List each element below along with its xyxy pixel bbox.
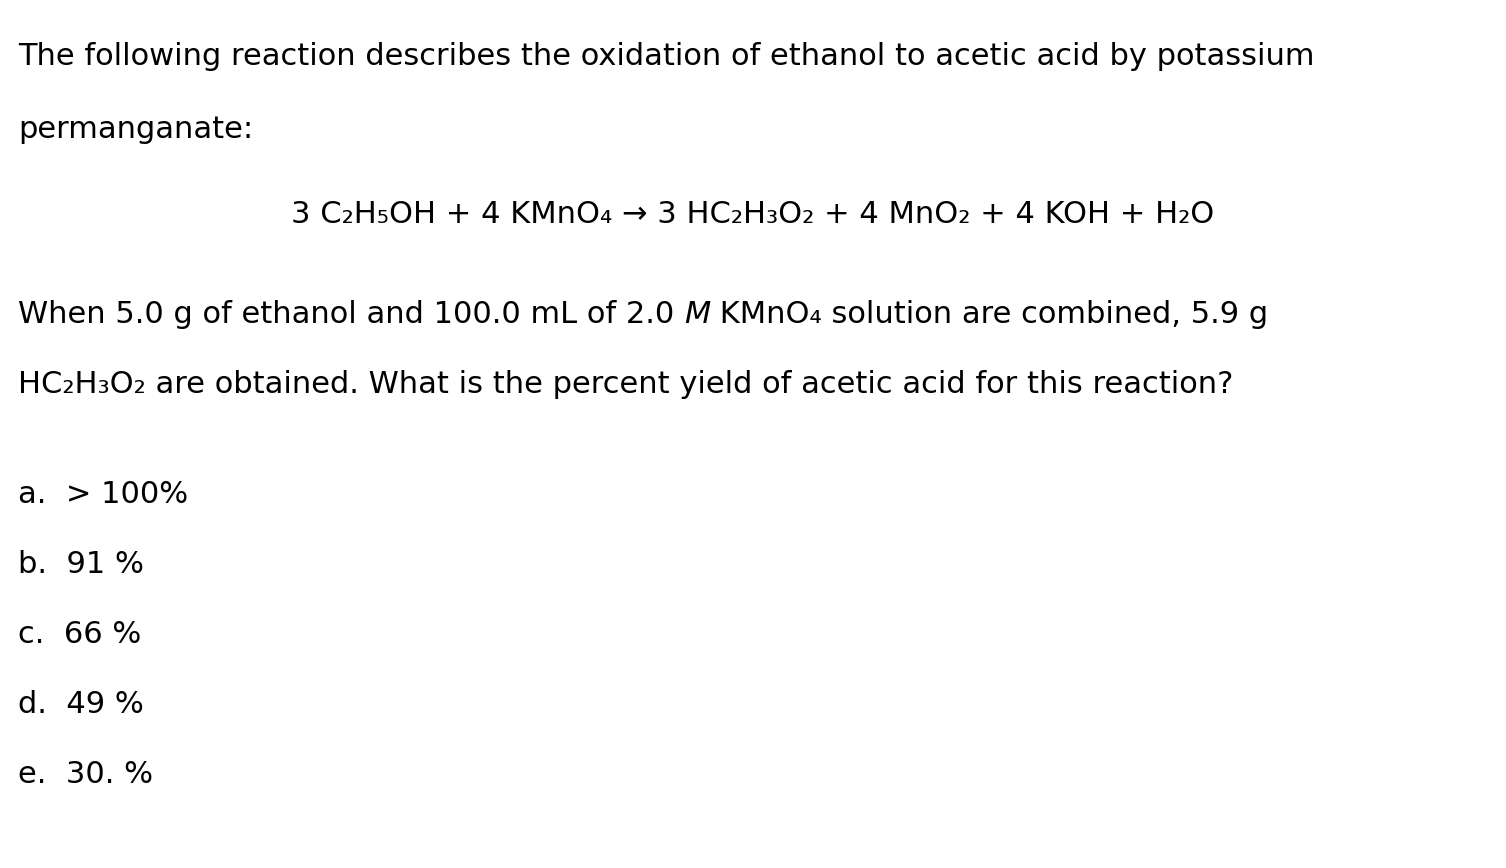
Text: M: M	[684, 300, 711, 329]
Text: 3 C₂H₅OH + 4 KMnO₄ → 3 HC₂H₃O₂ + 4 MnO₂ + 4 KOH + H₂O: 3 C₂H₅OH + 4 KMnO₄ → 3 HC₂H₃O₂ + 4 MnO₂ …	[291, 200, 1215, 229]
Text: The following reaction describes the oxidation of ethanol to acetic acid by pota: The following reaction describes the oxi…	[18, 42, 1315, 71]
Text: e.  30. %: e. 30. %	[18, 760, 154, 789]
Text: KMnO₄ solution are combined, 5.9 g: KMnO₄ solution are combined, 5.9 g	[711, 300, 1268, 329]
Text: b.  91 %: b. 91 %	[18, 550, 145, 579]
Text: a.  > 100%: a. > 100%	[18, 480, 188, 509]
Text: When 5.0 g of ethanol and 100.0 mL of 2.0: When 5.0 g of ethanol and 100.0 mL of 2.…	[18, 300, 684, 329]
Text: permanganate:: permanganate:	[18, 115, 253, 144]
Text: d.  49 %: d. 49 %	[18, 690, 143, 719]
Text: HC₂H₃O₂ are obtained. What is the percent yield of acetic acid for this reaction: HC₂H₃O₂ are obtained. What is the percen…	[18, 370, 1233, 399]
Text: c.  66 %: c. 66 %	[18, 620, 142, 649]
